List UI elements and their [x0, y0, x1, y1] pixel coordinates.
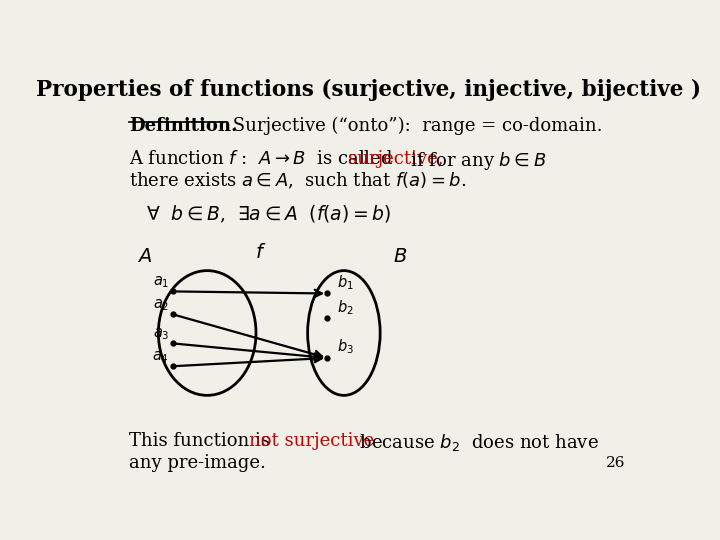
Text: there exists $a\in A$,  such that $f(a) = b$.: there exists $a\in A$, such that $f(a) =…	[129, 171, 467, 191]
Text: surjective,: surjective,	[348, 150, 444, 168]
Text: $f$: $f$	[255, 244, 266, 262]
Text: $\forall$  $b\in B$,  $\exists a\in A$  $(f(a)=b)$: $\forall$ $b\in B$, $\exists a\in A$ $(f…	[145, 204, 391, 225]
Text: Properties of functions (surjective, injective, bijective ): Properties of functions (surjective, inj…	[37, 79, 701, 102]
Text: any pre-image.: any pre-image.	[129, 454, 266, 471]
Text: $a_2$: $a_2$	[153, 297, 169, 313]
Text: $a_4$: $a_4$	[153, 349, 169, 365]
Text: $b_2$: $b_2$	[337, 298, 354, 317]
Text: because $b_2$  does not have: because $b_2$ does not have	[354, 431, 599, 453]
Text: $b_1$: $b_1$	[337, 273, 354, 292]
Text: This function is: This function is	[129, 431, 276, 449]
Text: 26: 26	[606, 456, 626, 470]
Text: $A$: $A$	[138, 248, 152, 266]
Text: $b_3$: $b_3$	[337, 338, 354, 356]
Text: Definition.: Definition.	[129, 117, 238, 135]
Text: $a_1$: $a_1$	[153, 274, 169, 290]
Text: A function $f$ :  $A\rightarrow B$  is called: A function $f$ : $A\rightarrow B$ is cal…	[129, 150, 394, 168]
Text: $a_3$: $a_3$	[153, 326, 169, 342]
Text: not surjective: not surjective	[249, 431, 374, 449]
Text: if for any $b\in B$: if for any $b\in B$	[405, 150, 546, 172]
Text: $B$: $B$	[392, 248, 407, 266]
Text: Surjective (“onto”):  range = co-domain.: Surjective (“onto”): range = co-domain.	[227, 117, 602, 135]
